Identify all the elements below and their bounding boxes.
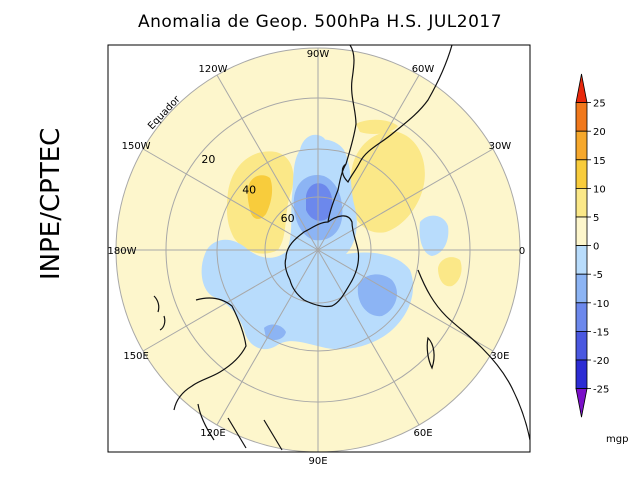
longitude-label: 0 (519, 246, 525, 257)
longitude-label: 150E (123, 351, 148, 362)
meridian-line (317, 249, 420, 426)
colorbar-level-label: 0 (593, 242, 599, 253)
graticule (115, 47, 521, 452)
longitude-label: 150W (122, 141, 151, 152)
new-zealand-coastline (153, 295, 166, 331)
latitude-label: 40 (242, 183, 256, 196)
colorbar-unit-label: mgp (606, 434, 628, 445)
longitude-label: 120E (200, 428, 225, 439)
colorbar-swatch (575, 245, 588, 275)
meridian-line (317, 74, 420, 251)
coastlines (153, 45, 530, 451)
colorbar-swatch (575, 302, 588, 332)
colorbar-swatch (575, 130, 588, 161)
antarctica-coastline (284, 215, 360, 308)
map-frame-border (107, 44, 531, 453)
negative-anomaly-region (300, 134, 327, 158)
colorbar-level-label: 25 (593, 99, 606, 110)
map-title: Anomalia de Geop. 500hPa H.S. JUL2017 (137, 12, 503, 32)
south-america-coastline (341, 45, 453, 184)
latitude-label: 60 (281, 212, 295, 225)
positive-anomaly-region (349, 131, 425, 233)
strong-negative-anomaly-region (357, 274, 397, 317)
colorbar-swatch (575, 359, 588, 390)
longitude-label: 30W (489, 141, 512, 152)
australia-coastline (173, 297, 247, 441)
colorbar-level-label: -25 (593, 385, 609, 396)
strongest-negative-anomaly-core (306, 183, 333, 221)
longitude-label: 90W (307, 49, 330, 60)
meridian-line (142, 148, 319, 251)
madagascar-coastline (426, 336, 435, 370)
colorbar-level-label: -5 (593, 270, 603, 281)
southeast-asia-coastline (227, 417, 283, 451)
strong-negative-anomaly-region (264, 324, 286, 340)
africa-coastline (417, 269, 530, 441)
colorbar-swatch (575, 102, 588, 132)
longitude-label: 90E (308, 456, 327, 467)
colorbar-swatch (575, 273, 588, 304)
colorbar-swatch (575, 187, 588, 218)
meridian-line (317, 249, 494, 352)
colorbar-level-label: -10 (593, 299, 609, 310)
colorbar-swatch (575, 330, 588, 361)
colorbar-swatch (575, 73, 588, 103)
colorbar-level-label: 15 (593, 156, 606, 167)
meridian-line (142, 249, 319, 352)
longitude-label: 120W (199, 64, 228, 75)
longitude-labels: 90W 60W 30W 0 30E 60E 90E 120E 150E 180W 150W 120W (108, 49, 526, 467)
positive-anomaly-region (438, 257, 462, 287)
colorbar-level-label: 5 (593, 213, 599, 224)
longitude-label: 60E (413, 428, 432, 439)
meridian-line (216, 74, 319, 251)
meridian-line (216, 249, 319, 426)
colorbar-swatch (575, 159, 588, 189)
colorbar-level-label: -15 (593, 327, 609, 338)
colorbar-level-label: 20 (593, 127, 606, 138)
longitude-label: 30E (490, 351, 509, 362)
meridian-line (317, 148, 494, 251)
latitude-label: 20 (201, 153, 215, 166)
colorbar-swatch (575, 216, 588, 247)
colorbar-level-label: 10 (593, 184, 606, 195)
colorbar-swatch (575, 388, 588, 418)
longitude-label: 180W (108, 246, 137, 257)
positive-anomaly-core (247, 175, 273, 219)
negative-anomaly-region (419, 215, 449, 256)
latitude-labels: 20 40 60 (201, 153, 294, 225)
longitude-label: 60W (412, 64, 435, 75)
colorbar-level-label: -20 (593, 356, 609, 367)
colorbar: 25 20 15 10 5 0 -5 -10 -15 -20 -25 mgp (575, 73, 628, 445)
